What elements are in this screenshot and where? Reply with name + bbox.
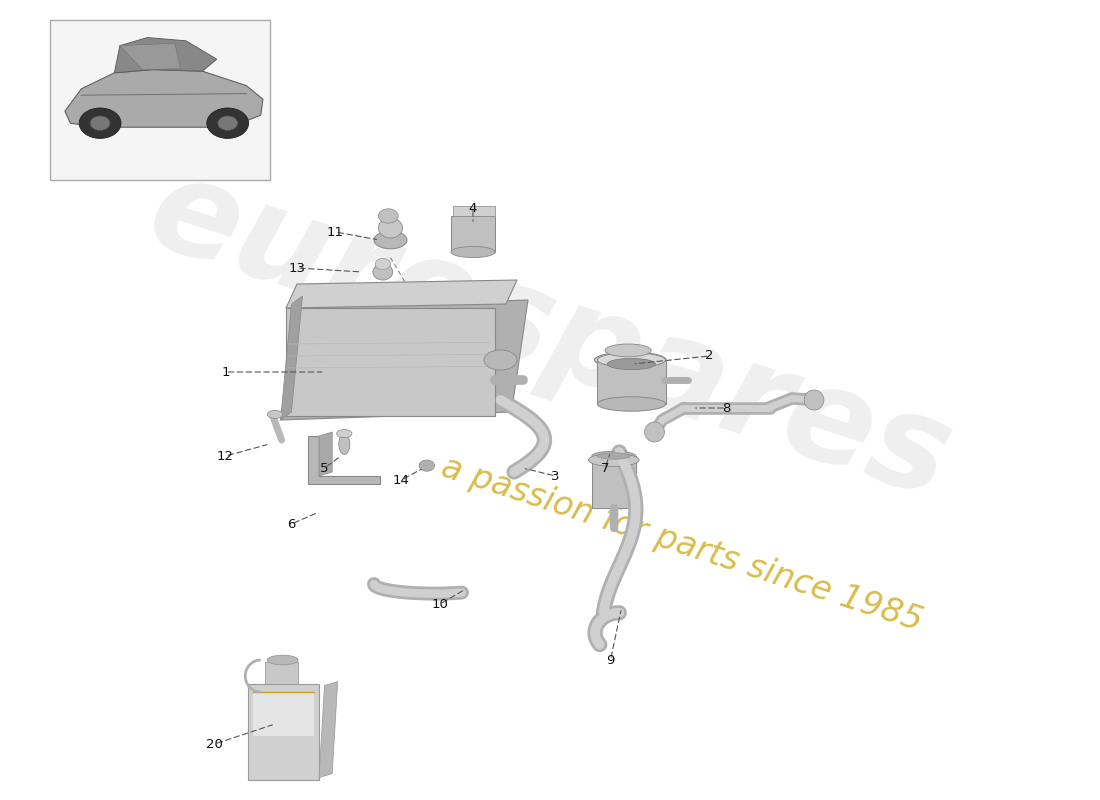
- Polygon shape: [252, 692, 314, 736]
- Ellipse shape: [373, 264, 393, 280]
- Polygon shape: [114, 38, 217, 73]
- Polygon shape: [597, 360, 666, 404]
- Polygon shape: [453, 206, 495, 216]
- Polygon shape: [308, 436, 380, 484]
- Ellipse shape: [267, 655, 298, 665]
- Ellipse shape: [375, 258, 390, 270]
- Text: 8: 8: [722, 402, 730, 414]
- Text: 7: 7: [601, 462, 609, 474]
- Polygon shape: [451, 216, 495, 252]
- Ellipse shape: [592, 451, 636, 461]
- Text: 13: 13: [288, 262, 306, 274]
- Polygon shape: [286, 280, 517, 308]
- Ellipse shape: [597, 353, 666, 367]
- Text: 2: 2: [705, 350, 714, 362]
- Ellipse shape: [374, 231, 407, 249]
- Ellipse shape: [267, 410, 283, 418]
- Polygon shape: [592, 456, 636, 508]
- Ellipse shape: [378, 209, 398, 223]
- Text: 1: 1: [221, 366, 230, 378]
- Ellipse shape: [378, 218, 403, 238]
- Text: 3: 3: [551, 470, 560, 482]
- Ellipse shape: [218, 116, 238, 130]
- Bar: [50, 20, 270, 180]
- Ellipse shape: [804, 390, 824, 410]
- Polygon shape: [248, 684, 319, 780]
- Ellipse shape: [597, 453, 630, 459]
- Text: 10: 10: [431, 598, 449, 610]
- Text: eurospares: eurospares: [133, 146, 967, 526]
- Ellipse shape: [451, 246, 495, 258]
- Text: 20: 20: [206, 738, 223, 750]
- Ellipse shape: [605, 344, 651, 357]
- Ellipse shape: [607, 358, 656, 370]
- Text: 9: 9: [606, 654, 615, 666]
- Polygon shape: [319, 682, 338, 778]
- Text: 5: 5: [320, 462, 329, 474]
- Text: 6: 6: [287, 518, 296, 530]
- Polygon shape: [280, 300, 528, 420]
- Ellipse shape: [645, 422, 664, 442]
- Ellipse shape: [597, 397, 666, 411]
- Ellipse shape: [79, 108, 121, 138]
- Ellipse shape: [207, 108, 249, 138]
- Ellipse shape: [339, 434, 350, 454]
- Polygon shape: [120, 43, 180, 70]
- Polygon shape: [65, 70, 263, 127]
- Text: 4: 4: [469, 202, 477, 214]
- Ellipse shape: [594, 352, 666, 368]
- Text: 12: 12: [217, 450, 234, 462]
- Polygon shape: [286, 308, 495, 416]
- Ellipse shape: [337, 430, 352, 438]
- Text: a passion for parts since 1985: a passion for parts since 1985: [437, 450, 927, 638]
- Circle shape: [419, 460, 435, 471]
- Ellipse shape: [588, 454, 639, 466]
- Ellipse shape: [484, 350, 517, 370]
- Polygon shape: [280, 296, 302, 420]
- Text: 11: 11: [327, 226, 344, 238]
- Text: 14: 14: [393, 474, 410, 486]
- Polygon shape: [265, 662, 298, 684]
- Polygon shape: [319, 432, 332, 476]
- Ellipse shape: [90, 116, 110, 130]
